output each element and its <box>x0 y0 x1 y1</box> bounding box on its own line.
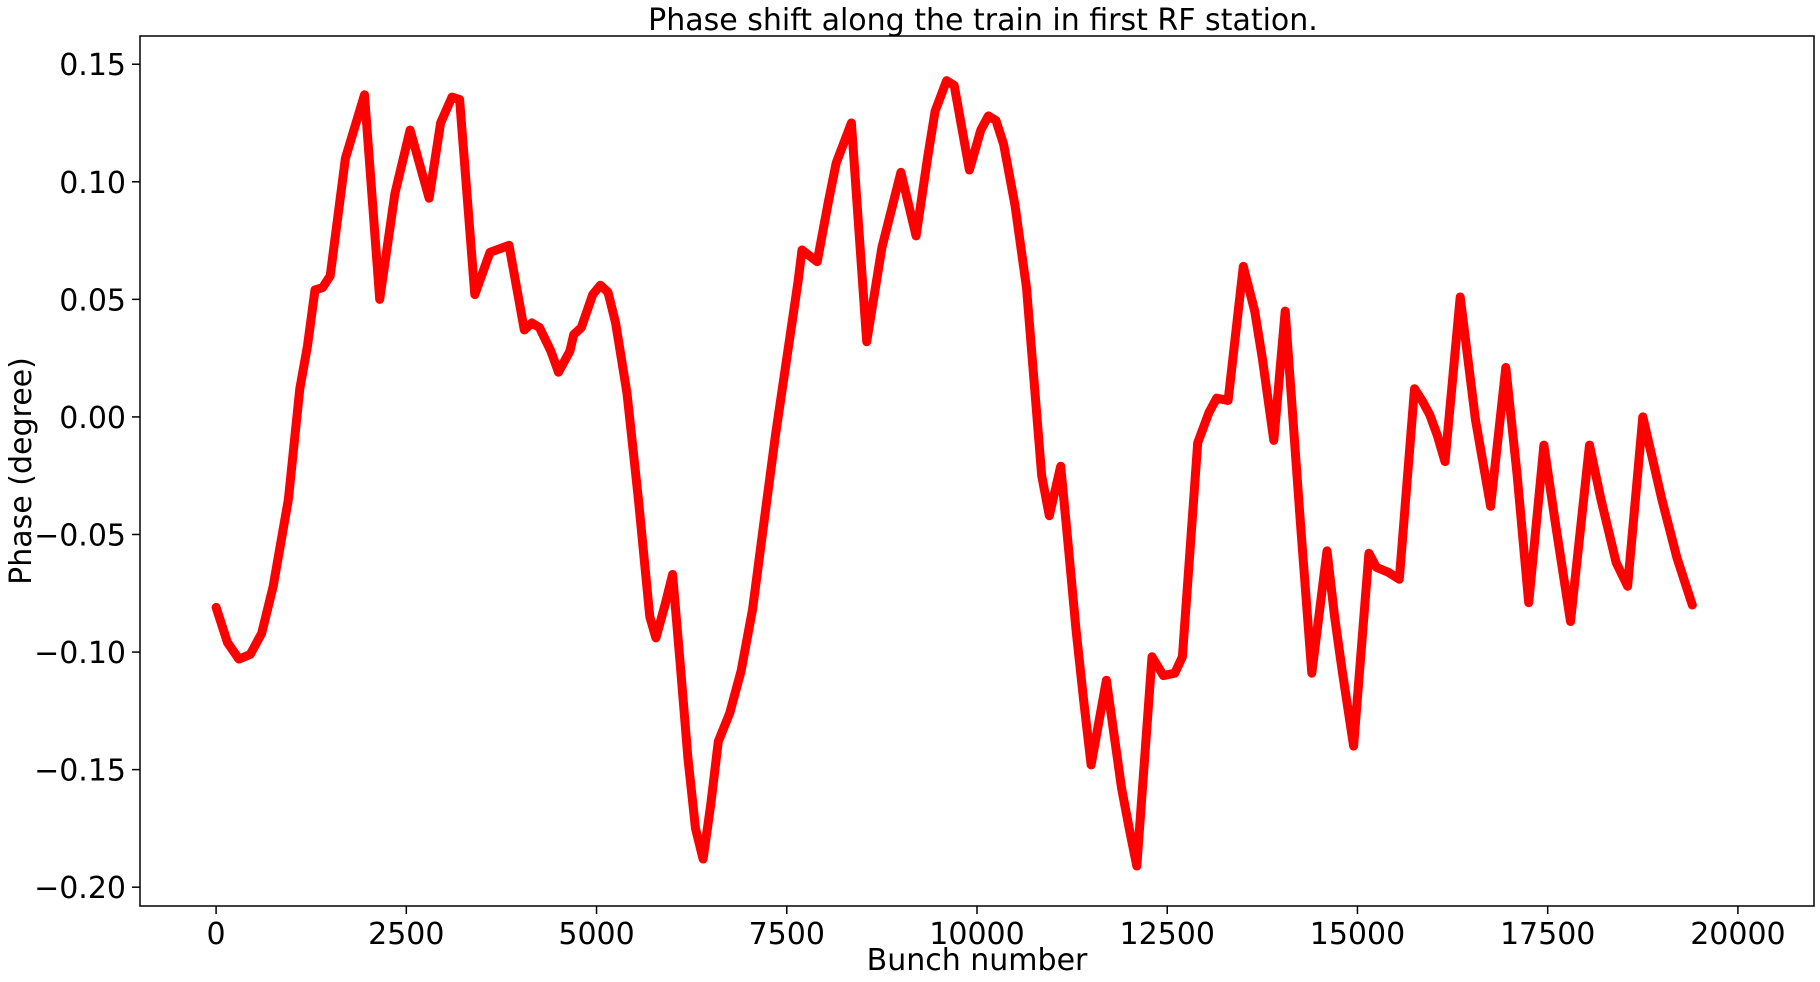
phase-series-line <box>211 76 1697 871</box>
x-tick-label: 20000 <box>1690 917 1785 952</box>
y-axis: 0.15 0.10 0.05 0.00 −0.05 −0.10 −0.15 −0.20 <box>34 48 140 906</box>
x-tick-label: 2500 <box>368 917 444 952</box>
y-axis-title: Phase (degree) <box>4 357 39 585</box>
x-tick-label: 17500 <box>1500 917 1595 952</box>
x-axis-title: Bunch number <box>867 943 1088 978</box>
x-tick-label: 10000 <box>929 917 1024 952</box>
y-tick-label: −0.15 <box>34 754 126 789</box>
x-tick-label: 0 <box>207 917 226 952</box>
chart-title: Phase shift along the train in first RF … <box>648 3 1318 38</box>
x-tick-label: 15000 <box>1310 917 1405 952</box>
y-tick-label: −0.20 <box>34 871 126 906</box>
x-tick-label: 7500 <box>749 917 825 952</box>
x-tick-label: 12500 <box>1120 917 1215 952</box>
y-tick-label: 0.15 <box>59 48 126 83</box>
x-tick-label: 5000 <box>558 917 634 952</box>
y-tick-label: 0.05 <box>59 283 126 318</box>
y-tick-label: −0.10 <box>34 636 126 671</box>
x-axis: 0 2500 5000 7500 10000 12500 15000 17500 20000 <box>207 906 1786 952</box>
y-tick-label: 0.00 <box>59 401 126 436</box>
series-layer <box>211 76 1697 871</box>
y-tick-label: −0.05 <box>34 518 126 553</box>
y-tick-label: 0.10 <box>59 166 126 201</box>
